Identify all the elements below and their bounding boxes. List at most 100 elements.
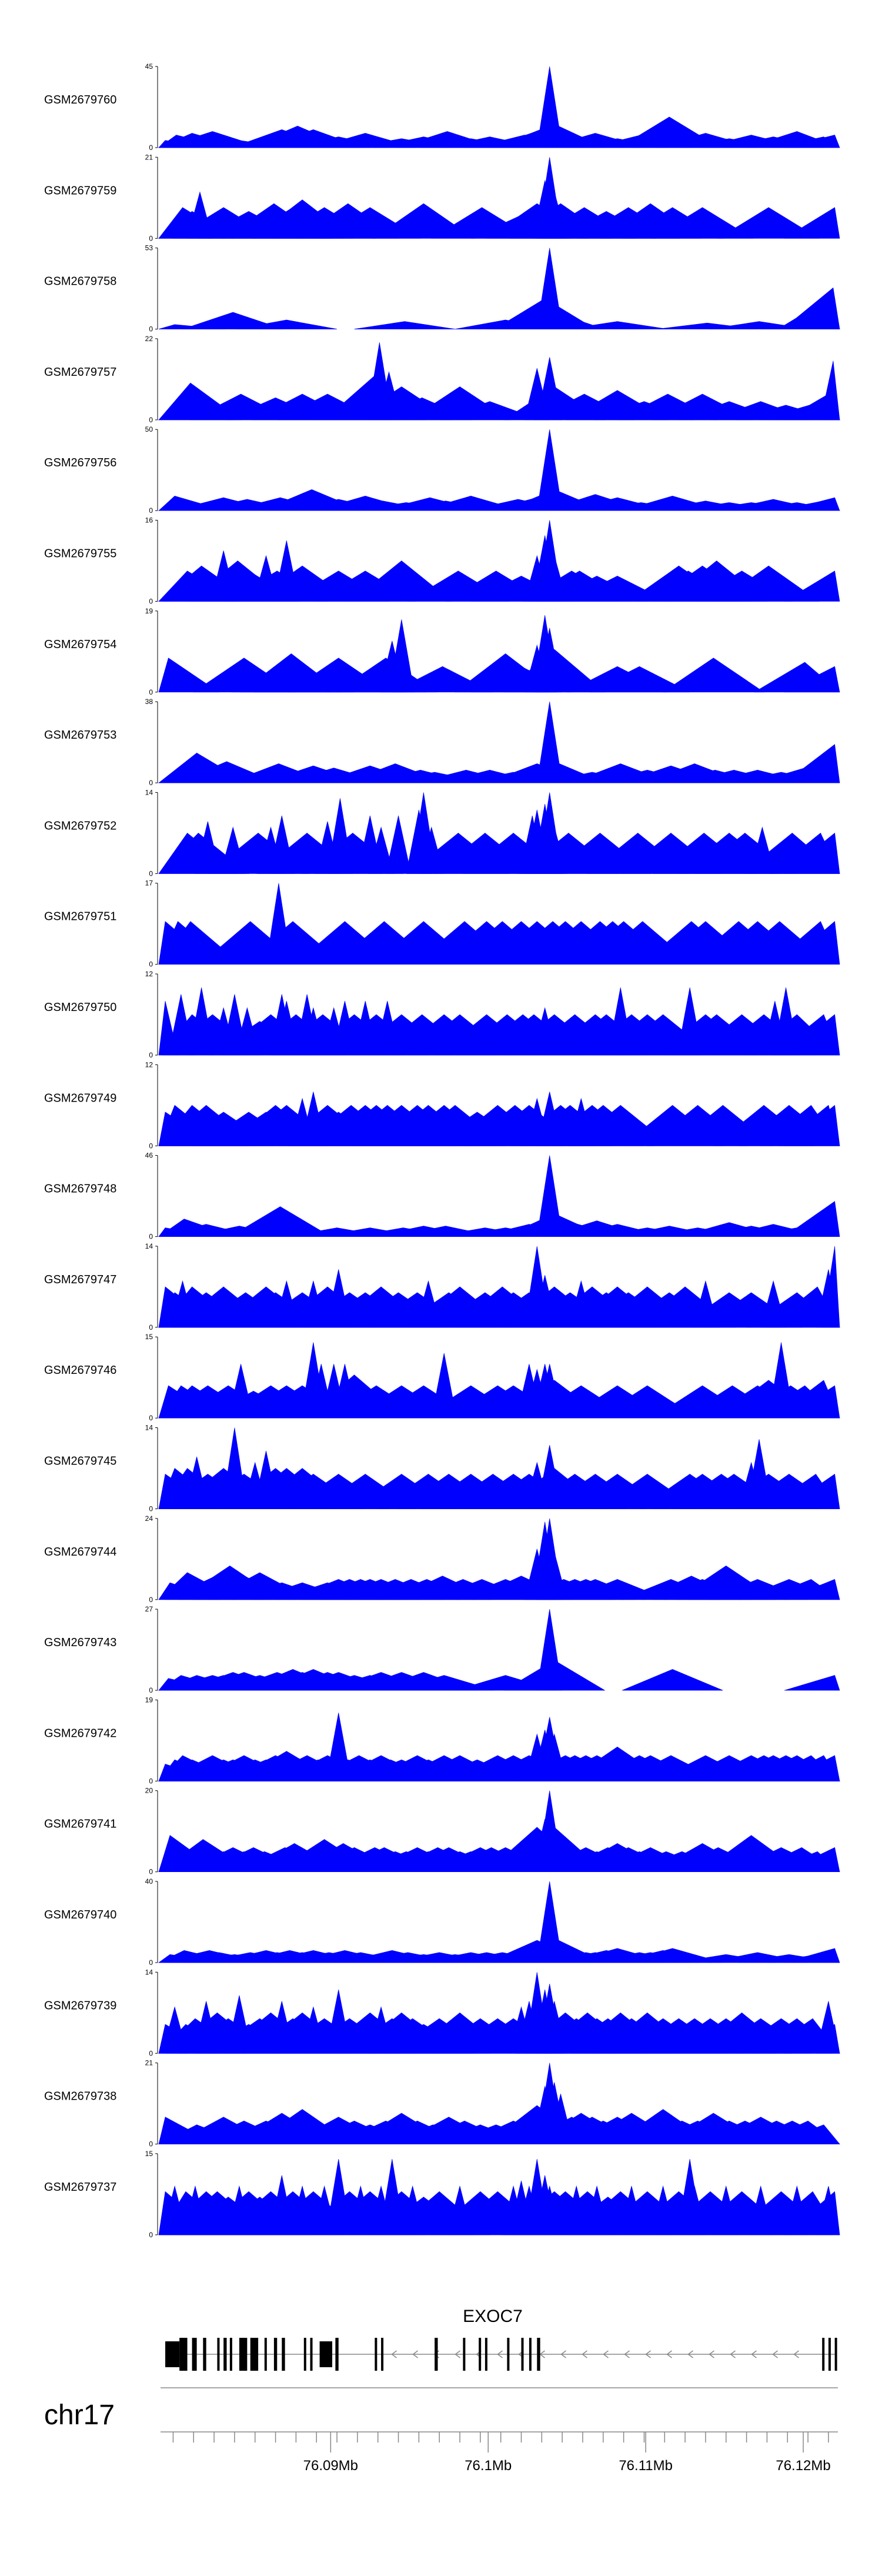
track-name-label: GSM2679741 (44, 1818, 116, 1831)
gene-exon (529, 2338, 532, 2371)
chromosome-label: chr17 (44, 2400, 115, 2431)
track-name-label: GSM2679746 (44, 1364, 116, 1377)
gene-exon (822, 2338, 825, 2371)
coverage-peak (784, 744, 840, 783)
coverage-peak (783, 2024, 840, 2054)
y-max-label: 15 (145, 2150, 153, 2158)
track: GSM2679737 15 0 (44, 2150, 840, 2239)
y-max-label: 20 (145, 1787, 153, 1795)
y-min-label: 0 (149, 234, 153, 242)
strand-arrow-icon (624, 2350, 630, 2358)
track: GSM2679756 50 0 (44, 425, 841, 515)
y-min-label: 0 (149, 869, 153, 877)
y-min-label: 0 (149, 960, 153, 969)
strand-arrow-icon (772, 2350, 778, 2358)
y-max-label: 14 (145, 1242, 153, 1250)
strand-arrow-icon (666, 2350, 672, 2358)
coverage-peak (784, 1675, 840, 1691)
track-name-label: GSM2679749 (44, 1092, 116, 1105)
gene-exon (179, 2338, 188, 2371)
strand-arrow-icon (687, 2350, 693, 2358)
track: GSM2679741 20 0 (44, 1787, 841, 1876)
gene-exon (834, 2338, 837, 2371)
coverage-peak (783, 1473, 840, 1509)
y-max-label: 22 (145, 335, 153, 343)
gene-exon (203, 2338, 206, 2371)
y-min-label: 0 (149, 1505, 153, 1513)
track: GSM2679739 14 0 (44, 1968, 840, 2057)
y-max-label: 21 (145, 2059, 153, 2067)
track: GSM2679752 14 0 (44, 788, 840, 877)
track: GSM2679750 12 0 (44, 970, 840, 1059)
coverage-peak (821, 1246, 840, 1328)
track: GSM2679740 40 0 (44, 1877, 840, 1967)
y-min-label: 0 (149, 1777, 153, 1785)
gene-exon (319, 2341, 333, 2367)
gene-exon (335, 2338, 339, 2371)
strand-arrow-icon (412, 2350, 418, 2358)
coverage-peak (783, 1201, 840, 1237)
strand-arrow-icon (751, 2350, 757, 2358)
gene-exon (282, 2338, 285, 2371)
y-max-label: 40 (145, 1877, 153, 1886)
strand-arrow-icon (730, 2350, 736, 2358)
y-min-label: 0 (149, 1958, 153, 1967)
y-min-label: 0 (149, 688, 153, 696)
track: GSM2679751 17 0 (44, 879, 840, 969)
gene-exon (192, 2338, 197, 2371)
track-name-label: GSM2679747 (44, 1273, 116, 1286)
gene-exon (381, 2338, 384, 2371)
gene-exon (485, 2338, 487, 2371)
y-min-label: 0 (149, 598, 153, 606)
gene-exon (507, 2338, 510, 2371)
track-name-label: GSM2679750 (44, 1001, 116, 1014)
y-min-label: 0 (149, 1414, 153, 1422)
track-name-label: GSM2679755 (44, 548, 116, 560)
track-name-label: GSM2679759 (44, 184, 116, 197)
y-min-label: 0 (149, 325, 153, 333)
track: GSM2679753 38 0 (44, 698, 840, 787)
track-name-label: GSM2679740 (44, 1908, 116, 1921)
track-name-label: GSM2679745 (44, 1455, 116, 1468)
axis-tick-label: 76.11Mb (619, 2458, 673, 2474)
coverage-peak (182, 312, 284, 329)
y-max-label: 19 (145, 607, 153, 615)
y-max-label: 12 (145, 970, 153, 978)
gene-exon (264, 2338, 267, 2371)
track: GSM2679742 19 0 (44, 1696, 841, 1785)
coverage-tracks: GSM2679760450GSM2679759210GSM2679758530G… (44, 62, 841, 2239)
y-max-label: 21 (145, 153, 153, 161)
y-min-label: 0 (149, 144, 153, 152)
track: GSM2679738 21 0 (44, 2059, 840, 2148)
coverage-peak (784, 921, 840, 965)
y-max-label: 17 (145, 879, 153, 887)
axis-tick-label: 76.1Mb (465, 2458, 512, 2474)
strand-arrow-icon (645, 2350, 651, 2358)
track: GSM2679754 19 0 (44, 607, 840, 696)
y-max-label: 19 (145, 1696, 153, 1704)
track-name-label: GSM2679752 (44, 819, 116, 832)
gene-exon (463, 2338, 466, 2371)
strand-arrow-icon (709, 2350, 714, 2358)
track-name-label: GSM2679744 (44, 1546, 116, 1559)
gene-exon (521, 2338, 524, 2371)
strand-arrow-icon (582, 2350, 587, 2358)
strand-arrow-icon (560, 2350, 566, 2358)
track: GSM2679748 46 0 (44, 1152, 840, 1241)
track-name-label: GSM2679751 (44, 910, 116, 923)
coverage-peak (784, 1847, 840, 1872)
y-min-label: 0 (149, 1323, 153, 1332)
track-name-label: GSM2679754 (44, 638, 116, 651)
coverage-peak (784, 1105, 840, 1146)
track-name-label: GSM2679743 (44, 1636, 116, 1649)
coverage-peak (717, 565, 820, 602)
gene-exon (479, 2338, 482, 2371)
track-name-label: GSM2679760 (44, 94, 116, 106)
gene-exon (217, 2338, 220, 2371)
coverage-peak (717, 207, 820, 239)
coverage-peak (784, 832, 840, 874)
coverage-peak (784, 135, 840, 148)
y-min-label: 0 (149, 2049, 153, 2057)
track-name-label: GSM2679748 (44, 1183, 116, 1196)
